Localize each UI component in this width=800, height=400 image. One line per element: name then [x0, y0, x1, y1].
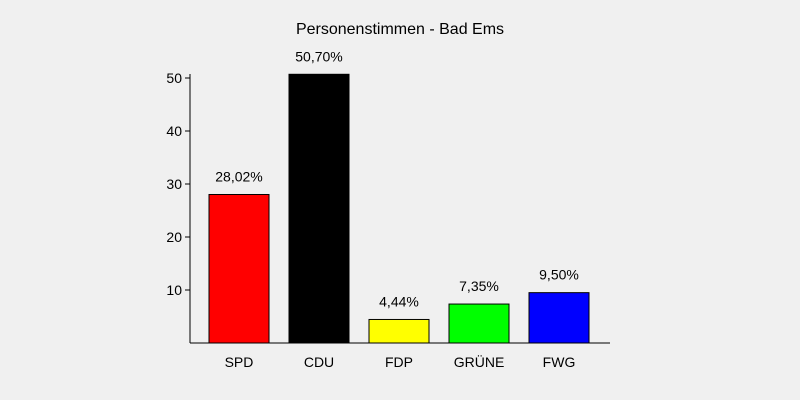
bars	[208, 73, 590, 344]
category-label: SPD	[225, 354, 254, 370]
y-ticks: 10 20 30 40 50	[166, 70, 190, 298]
y-tick-label: 50	[166, 70, 182, 86]
bar-grüne	[448, 303, 510, 344]
data-labels: 28,02% 50,70% 4,44% 7,35% 9,50%	[215, 48, 579, 309]
chart-title: Personenstimmen - Bad Ems	[296, 21, 504, 38]
bar-cdu	[288, 73, 350, 344]
data-label: 7,35%	[459, 278, 499, 294]
data-label: 9,50%	[539, 267, 579, 283]
y-tick-label: 20	[166, 229, 182, 245]
category-labels: SPD CDU FDP GRÜNE FWG	[225, 353, 576, 370]
category-label: CDU	[304, 354, 334, 370]
category-label: FWG	[543, 354, 576, 370]
bar-fwg	[528, 292, 590, 344]
y-tick-label: 40	[166, 123, 182, 139]
data-label: 50,70%	[295, 48, 342, 64]
bar-spd	[208, 193, 270, 344]
category-label: GRÜNE	[454, 353, 505, 370]
bar-fdp	[368, 318, 430, 344]
y-tick-label: 10	[166, 282, 182, 298]
data-label: 4,44%	[379, 293, 419, 309]
y-tick-label: 30	[166, 176, 182, 192]
category-label: FDP	[385, 354, 413, 370]
data-label: 28,02%	[215, 168, 262, 184]
